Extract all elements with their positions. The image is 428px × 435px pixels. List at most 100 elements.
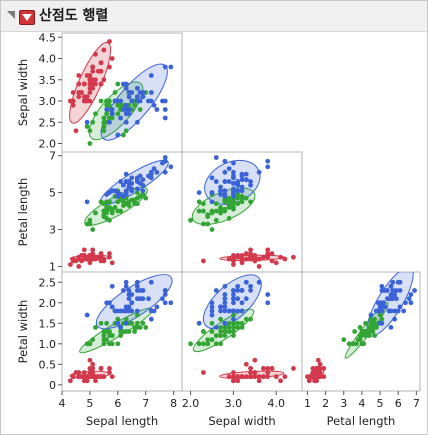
setosa-point[interactable] — [87, 77, 93, 83]
virginica-point[interactable] — [123, 102, 129, 108]
versicolor-point[interactable] — [98, 320, 104, 326]
versicolor-point[interactable] — [243, 316, 249, 322]
virginica-point[interactable] — [162, 64, 168, 70]
virginica-point[interactable] — [213, 324, 219, 330]
versicolor-point[interactable] — [107, 341, 112, 347]
setosa-point[interactable] — [231, 378, 236, 384]
setosa-point[interactable] — [107, 254, 112, 260]
versicolor-point[interactable] — [132, 324, 137, 330]
setosa-point[interactable] — [243, 251, 249, 256]
setosa-point[interactable] — [84, 94, 90, 100]
versicolor-point[interactable] — [235, 324, 241, 330]
setosa-point[interactable] — [73, 128, 79, 134]
versicolor-point[interactable] — [218, 204, 223, 210]
setosa-point[interactable] — [235, 378, 241, 384]
virginica-point[interactable] — [209, 175, 215, 181]
versicolor-point[interactable] — [370, 329, 376, 334]
virginica-point[interactable] — [84, 199, 90, 205]
virginica-point[interactable] — [123, 283, 129, 289]
virginica-point[interactable] — [162, 292, 168, 297]
virginica-point[interactable] — [115, 193, 121, 199]
versicolor-point[interactable] — [123, 316, 129, 322]
versicolor-point[interactable] — [350, 341, 356, 347]
virginica-point[interactable] — [209, 312, 215, 318]
versicolor-point[interactable] — [112, 90, 118, 95]
versicolor-point[interactable] — [218, 324, 223, 330]
setosa-point[interactable] — [70, 374, 76, 380]
setosa-point[interactable] — [239, 374, 245, 380]
setosa-point[interactable] — [95, 68, 101, 74]
versicolor-point[interactable] — [355, 337, 361, 343]
virginica-point[interactable] — [123, 111, 129, 117]
virginica-point[interactable] — [115, 132, 121, 138]
versicolor-point[interactable] — [226, 216, 232, 221]
setosa-point[interactable] — [76, 94, 82, 100]
setosa-point[interactable] — [109, 374, 115, 380]
versicolor-point[interactable] — [205, 221, 211, 227]
virginica-point[interactable] — [397, 304, 403, 310]
virginica-point[interactable] — [222, 188, 228, 194]
virginica-point[interactable] — [120, 81, 126, 87]
versicolor-point[interactable] — [213, 208, 219, 214]
virginica-point[interactable] — [140, 182, 146, 188]
setosa-point[interactable] — [226, 374, 232, 380]
virginica-point[interactable] — [196, 320, 202, 326]
setosa-point[interactable] — [93, 77, 98, 83]
versicolor-point[interactable] — [346, 341, 352, 347]
virginica-point[interactable] — [379, 283, 385, 289]
virginica-point[interactable] — [160, 296, 165, 302]
setosa-point[interactable] — [256, 374, 262, 380]
setosa-point[interactable] — [81, 256, 87, 262]
versicolor-point[interactable] — [222, 333, 228, 339]
versicolor-point[interactable] — [248, 316, 253, 322]
versicolor-point[interactable] — [231, 324, 236, 330]
setosa-point[interactable] — [261, 374, 266, 380]
setosa-point[interactable] — [235, 374, 241, 380]
versicolor-point[interactable] — [109, 115, 115, 121]
versicolor-point[interactable] — [361, 341, 367, 347]
versicolor-point[interactable] — [90, 337, 96, 343]
virginica-point[interactable] — [140, 177, 146, 183]
virginica-point[interactable] — [140, 296, 146, 302]
versicolor-point[interactable] — [140, 320, 146, 326]
versicolor-point[interactable] — [118, 333, 124, 339]
versicolor-point[interactable] — [101, 115, 107, 121]
virginica-point[interactable] — [256, 169, 262, 175]
virginica-point[interactable] — [209, 300, 215, 306]
virginica-point[interactable] — [129, 98, 135, 104]
versicolor-point[interactable] — [123, 128, 129, 134]
setosa-point[interactable] — [70, 90, 76, 95]
virginica-point[interactable] — [222, 320, 228, 326]
virginica-point[interactable] — [239, 288, 245, 293]
virginica-point[interactable] — [397, 279, 403, 285]
versicolor-point[interactable] — [363, 333, 368, 339]
setosa-point[interactable] — [98, 60, 104, 66]
virginica-point[interactable] — [104, 107, 110, 112]
virginica-point[interactable] — [134, 308, 140, 314]
virginica-point[interactable] — [168, 164, 174, 170]
setosa-point[interactable] — [261, 366, 266, 371]
virginica-point[interactable] — [394, 288, 399, 293]
setosa-point[interactable] — [291, 254, 296, 260]
red-triangle-menu-icon[interactable] — [19, 10, 35, 25]
versicolor-point[interactable] — [120, 132, 126, 138]
versicolor-point[interactable] — [107, 102, 112, 108]
virginica-point[interactable] — [129, 300, 135, 306]
virginica-point[interactable] — [248, 283, 253, 289]
setosa-point[interactable] — [282, 256, 288, 262]
virginica-point[interactable] — [162, 158, 168, 164]
virginica-point[interactable] — [235, 188, 241, 194]
versicolor-point[interactable] — [107, 217, 112, 223]
virginica-point[interactable] — [126, 90, 132, 95]
virginica-point[interactable] — [235, 308, 241, 314]
versicolor-point[interactable] — [134, 312, 140, 318]
setosa-point[interactable] — [273, 260, 279, 266]
versicolor-point[interactable] — [115, 81, 121, 87]
setosa-point[interactable] — [256, 264, 262, 269]
virginica-point[interactable] — [162, 98, 168, 104]
virginica-point[interactable] — [235, 288, 241, 293]
setosa-point[interactable] — [87, 370, 93, 375]
versicolor-point[interactable] — [231, 197, 236, 203]
setosa-point[interactable] — [87, 90, 93, 95]
versicolor-point[interactable] — [226, 199, 232, 205]
